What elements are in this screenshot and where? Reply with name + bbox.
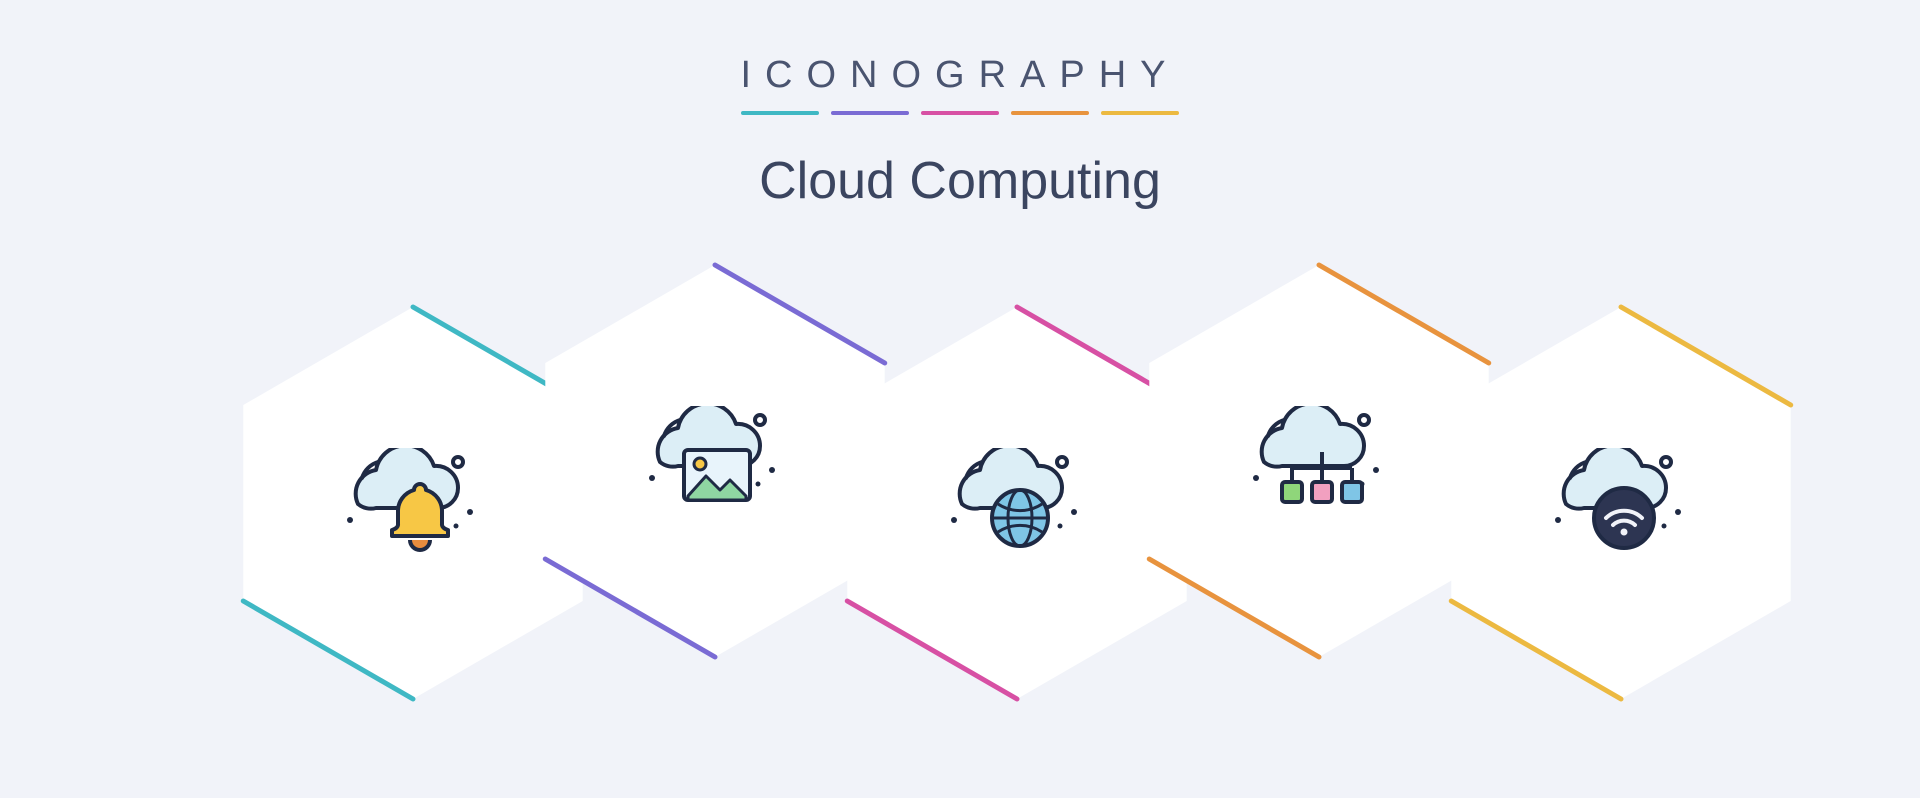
- hexagon-tile: [1436, 293, 1806, 713]
- pack-title: Cloud Computing: [740, 151, 1179, 211]
- accent-underline: [740, 111, 1179, 115]
- cloud-bell-icon: [338, 448, 488, 558]
- cloud-network-icon: [1244, 406, 1394, 516]
- hexagon-row: [0, 251, 1920, 671]
- cloud-image-icon: [640, 406, 790, 516]
- brand-label: ICONOGRAPHY: [740, 54, 1179, 97]
- cloud-wifi-icon: [1546, 448, 1696, 558]
- cloud-globe-icon: [942, 448, 1092, 558]
- icon-pack-card: ICONOGRAPHY Cloud Computing: [0, 0, 1920, 798]
- header: ICONOGRAPHY Cloud Computing: [740, 54, 1179, 211]
